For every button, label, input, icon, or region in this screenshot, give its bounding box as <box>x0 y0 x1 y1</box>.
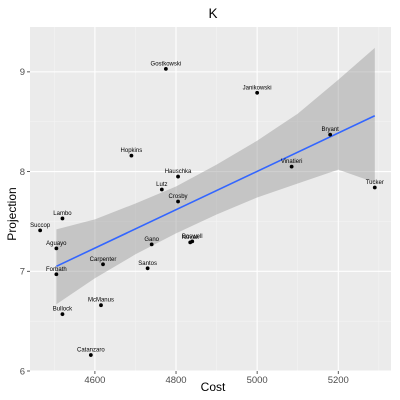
point-label-forbath: Forbath <box>46 267 67 273</box>
y-tick-label: 8 <box>20 167 25 178</box>
data-point-lambo <box>60 216 65 221</box>
data-point-carpenter <box>101 262 105 267</box>
point-label-gano: Gano <box>144 237 159 243</box>
data-point-gostkowski <box>163 66 168 71</box>
y-tick-label: 7 <box>20 267 25 278</box>
data-point-crosby <box>176 199 180 204</box>
point-label-aguayo: Aguayo <box>46 241 67 247</box>
x-tick-label: 4800 <box>165 375 186 386</box>
data-point-lutz <box>159 187 164 192</box>
point-label-hopkins: Hopkins <box>121 148 143 154</box>
y-axis-title: Projection <box>5 187 19 240</box>
data-point-hauschka <box>176 174 180 179</box>
data-point-bullock <box>60 312 65 317</box>
data-point-bryant <box>328 132 333 137</box>
point-label-gostkowski: Gostkowski <box>151 61 182 67</box>
y-tick-label: 6 <box>20 366 25 377</box>
data-point-succop <box>38 228 43 233</box>
point-labels: Gostkowski Janikowski Bryant Hopkins Vinatie… <box>30 61 384 353</box>
point-label-carpenter: Carpenter <box>90 257 117 263</box>
point-label-tucker: Tucker <box>366 180 384 186</box>
y-tick-label: 9 <box>20 67 25 78</box>
point-label-crosby: Crosby <box>169 194 188 200</box>
point-label-vinatieri: Vinatieri <box>281 159 303 165</box>
point-label-janikowski: Janikowski <box>243 85 272 91</box>
data-point-novak <box>188 240 193 245</box>
point-label-lutz: Lutz <box>156 182 167 188</box>
data-point-aguayo <box>54 246 59 251</box>
x-tick-label: 5000 <box>247 375 268 386</box>
data-point-catanzaro <box>88 353 93 357</box>
confidence-band <box>56 47 375 305</box>
data-point-tucker <box>372 185 377 190</box>
data-point-vinatieri <box>289 164 294 169</box>
x-tick-label: 4600 <box>84 375 105 386</box>
data-point-forbath <box>54 272 59 277</box>
y-axis-ticks: 6 7 8 9 <box>20 67 30 377</box>
chart-title: K <box>208 6 217 21</box>
point-label-mcmanus: McManus <box>88 298 114 304</box>
data-point-mcmanus <box>99 303 103 308</box>
x-tick-label: 5200 <box>328 375 349 386</box>
point-label-bullock: Bullock <box>53 307 73 313</box>
x-axis-ticks: 4600 4800 5000 5200 <box>84 371 349 386</box>
data-point-gano <box>149 242 154 247</box>
data-point-hopkins <box>129 153 134 158</box>
point-label-catanzaro: Catanzaro <box>77 348 105 354</box>
trend-line <box>56 115 376 268</box>
data-point-janikowski <box>255 90 260 95</box>
point-label-boswell: Boswell <box>182 234 203 240</box>
point-label-bryant: Bryant <box>321 127 339 133</box>
data-point-santos <box>145 266 150 271</box>
point-label-santos: Santos <box>138 261 157 267</box>
point-label-succop: Succop <box>30 223 51 229</box>
data-points <box>38 66 377 357</box>
x-axis-title: Cost <box>201 380 226 394</box>
point-label-novak: Novak <box>182 235 200 241</box>
point-label-hauschka: Hauschka <box>165 169 192 175</box>
point-label-lambo: Lambo <box>53 211 72 217</box>
